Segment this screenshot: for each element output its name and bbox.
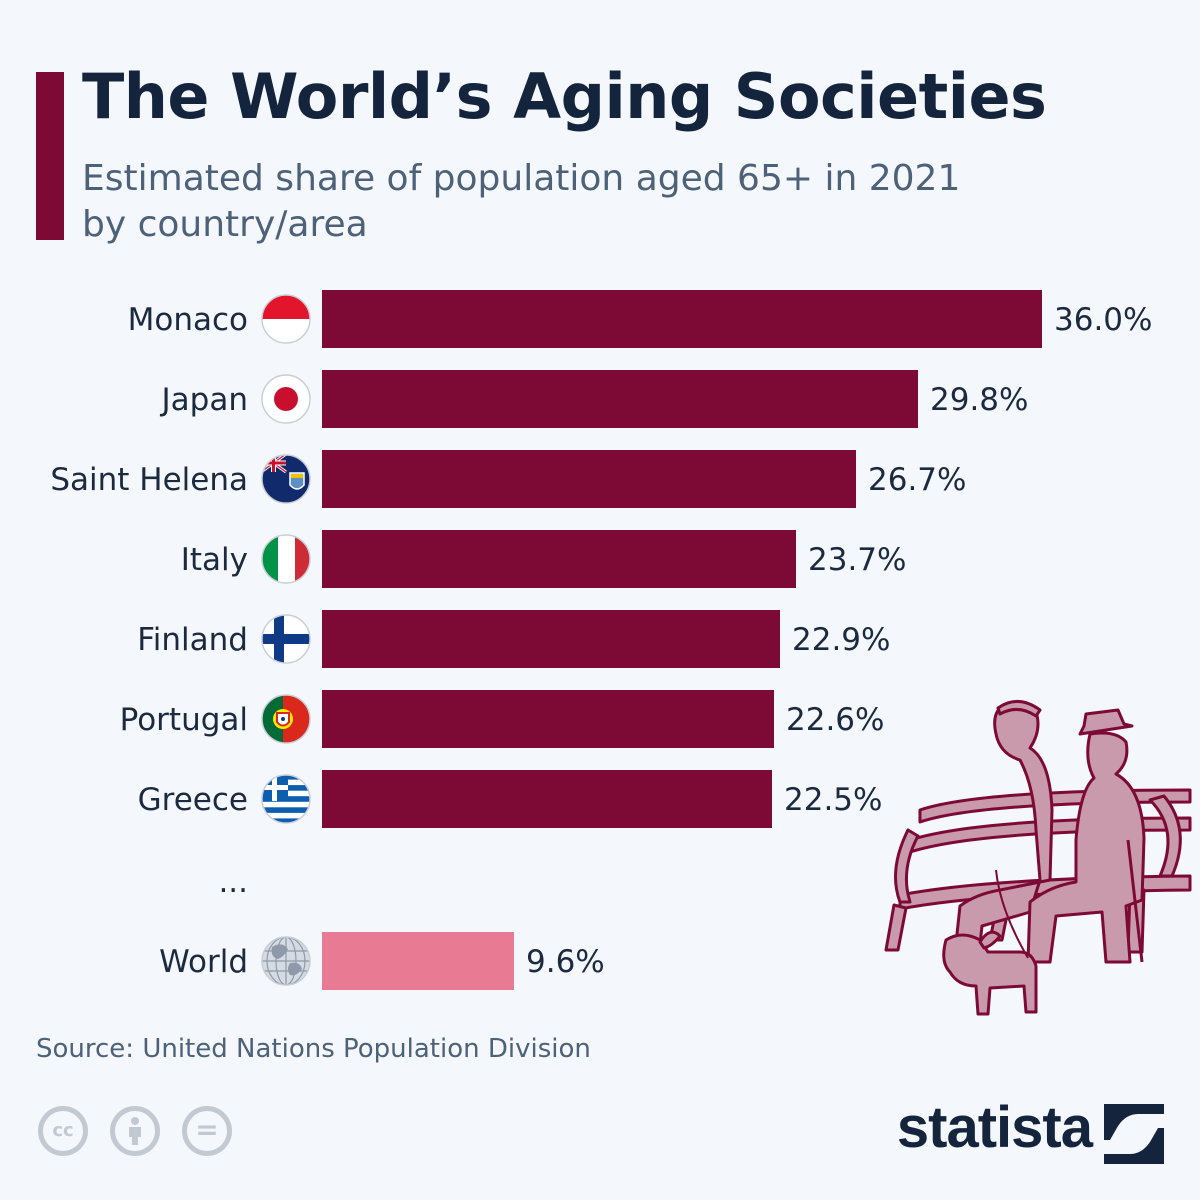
value-label: 29.8% bbox=[930, 382, 1028, 418]
statista-logo-icon[interactable] bbox=[1104, 1104, 1164, 1164]
portugal-flag-icon bbox=[261, 694, 311, 744]
bar-chart: Monaco 36.0% Japan 29.8% Saint Helena 26.7% It… bbox=[50, 290, 1152, 990]
bar-saint-helena bbox=[322, 450, 856, 508]
page-title: The World’s Aging Societies bbox=[82, 60, 1047, 133]
statista-logo-text[interactable]: statista bbox=[896, 1095, 1093, 1160]
category-label: Greece bbox=[138, 782, 248, 818]
bar-japan bbox=[322, 370, 918, 428]
title-accent-bar bbox=[36, 72, 64, 240]
globe-icon bbox=[261, 936, 311, 986]
subtitle-line-1: Estimated share of population aged 65+ i… bbox=[82, 158, 961, 199]
category-label: Monaco bbox=[128, 302, 248, 338]
by-icon[interactable] bbox=[110, 1106, 160, 1156]
nd-icon[interactable]: = bbox=[182, 1106, 232, 1156]
value-label: 9.6% bbox=[526, 944, 605, 980]
cc-icon[interactable]: cc bbox=[38, 1106, 88, 1156]
source-note: Source: United Nations Population Divisi… bbox=[36, 1034, 591, 1064]
cc-icon-glyph: cc bbox=[52, 1120, 74, 1141]
nd-icon-glyph: = bbox=[195, 1113, 219, 1146]
bar-portugal bbox=[322, 690, 774, 748]
finland-flag-icon bbox=[261, 614, 311, 664]
flags-layer bbox=[261, 294, 311, 986]
value-label: 23.7% bbox=[808, 542, 906, 578]
bar-greece bbox=[322, 770, 772, 828]
subtitle-line-2: by country/area bbox=[82, 204, 368, 245]
greece-flag-icon bbox=[261, 774, 311, 824]
person-icon bbox=[129, 1117, 141, 1145]
japan-flag-icon bbox=[261, 374, 311, 424]
category-label: World bbox=[159, 944, 248, 980]
category-label: Portugal bbox=[120, 702, 248, 738]
value-label: 22.9% bbox=[792, 622, 890, 658]
bar-finland bbox=[322, 610, 780, 668]
value-label: 36.0% bbox=[1054, 302, 1152, 338]
gap-marker: ... bbox=[218, 864, 248, 900]
category-label: Japan bbox=[160, 382, 248, 418]
saint-helena-flag-icon bbox=[261, 454, 311, 504]
bar-world bbox=[322, 932, 514, 990]
value-label: 22.5% bbox=[784, 782, 882, 818]
category-label: Saint Helena bbox=[50, 462, 248, 498]
value-label: 26.7% bbox=[868, 462, 966, 498]
value-label: 22.6% bbox=[786, 702, 884, 738]
category-label: Finland bbox=[137, 622, 248, 658]
category-label: Italy bbox=[181, 542, 248, 578]
bars-layer: Monaco 36.0% Japan 29.8% Saint Helena 26.7% It… bbox=[50, 290, 1152, 990]
italy-flag-icon bbox=[261, 534, 311, 584]
bar-monaco bbox=[322, 290, 1042, 348]
monaco-flag-icon bbox=[261, 294, 311, 344]
bar-italy bbox=[322, 530, 796, 588]
elderly-couple-bench-illustration bbox=[884, 700, 1192, 1016]
